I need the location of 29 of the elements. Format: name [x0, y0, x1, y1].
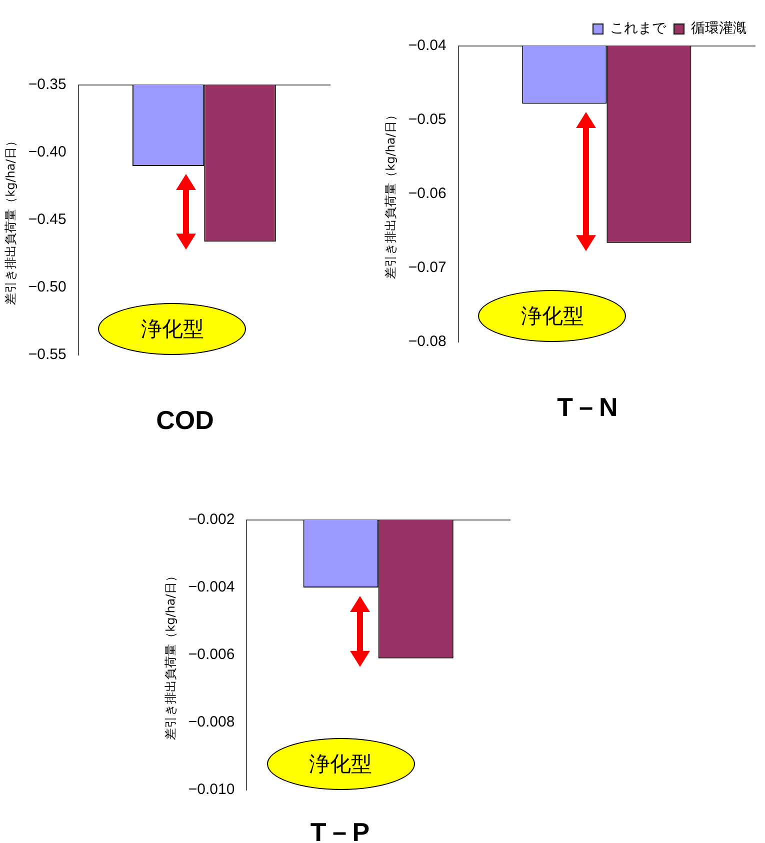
y-tick-label: −0.55 [28, 346, 66, 364]
y-tick-label: −0.006 [188, 646, 235, 664]
y-tick-label: −0.07 [408, 259, 446, 276]
y-tick-label: −0.08 [408, 333, 446, 350]
y-tick-label: −0.002 [188, 511, 235, 528]
y-tick-label: −0.06 [408, 185, 446, 202]
y-tick-label: −0.04 [408, 37, 446, 54]
y-axis-title: 差引き排出負荷量（kg/ha/日） [163, 570, 178, 740]
text: T－N [556, 391, 619, 424]
ellipse-badge: 浄化型 [98, 303, 246, 355]
y-tick-label: −0.35 [28, 76, 66, 94]
y-tick-label: −0.40 [28, 144, 66, 161]
y-tick-label: −0.004 [188, 578, 235, 596]
y-tick-label: −0.45 [28, 211, 66, 228]
annotation: 浄化型 [520, 303, 584, 330]
annotation: 浄化型 [309, 751, 372, 778]
y-tick-label: −0.05 [408, 111, 446, 128]
annotation: 浄化型 [140, 316, 204, 343]
legend-label: 循環灌漑 [691, 20, 747, 37]
y-axis-title: 差引き排出負荷量（kg/ha/日） [383, 109, 398, 279]
legend-label: これまで [610, 20, 667, 37]
y-tick-label: −0.010 [188, 781, 235, 798]
text: T－P [309, 816, 371, 843]
y-tick-label: −0.50 [28, 278, 66, 296]
text: COD [155, 405, 215, 436]
ellipse-badge: 浄化型 [478, 290, 626, 342]
y-tick-label: −0.008 [188, 714, 235, 731]
ellipse-badge: 浄化型 [266, 738, 415, 790]
y-axis-title: 差引き排出負荷量（kg/ha/日） [3, 135, 18, 305]
